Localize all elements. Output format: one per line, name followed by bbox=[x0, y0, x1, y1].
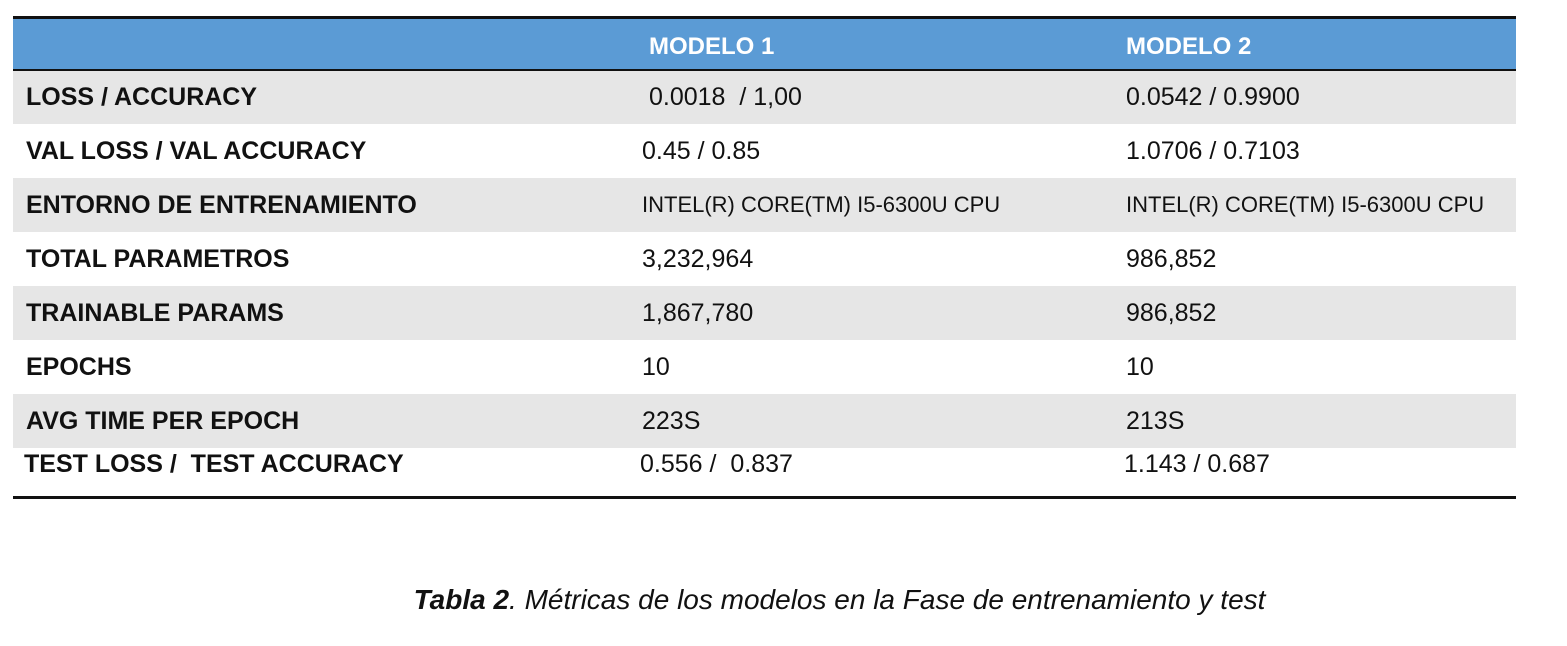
header-modelo-2: MODELO 2 bbox=[1121, 19, 1516, 71]
header-empty-cell bbox=[13, 19, 631, 71]
caption-label: Tabla 2 bbox=[413, 584, 510, 615]
table-row: TOTAL PARAMETROS 3,232,964 986,852 bbox=[13, 232, 1516, 286]
modelo-1-value: 10 bbox=[642, 352, 670, 381]
metrics-table: MODELO 1 MODELO 2 LOSS / ACCURACY 0.0018… bbox=[13, 19, 1516, 496]
table-header: MODELO 1 MODELO 2 bbox=[13, 19, 1516, 71]
table-row: VAL LOSS / VAL ACCURACY 0.45 / 0.85 1.07… bbox=[13, 124, 1516, 178]
modelo-2-value: 1.0706 / 0.7103 bbox=[1126, 136, 1300, 165]
row-label: AVG TIME PER EPOCH bbox=[26, 406, 300, 435]
table-row: AVG TIME PER EPOCH 223S 213S bbox=[13, 394, 1516, 448]
caption-text: . Métricas de los modelos en la Fase de … bbox=[509, 584, 1266, 615]
modelo-1-value: 1,867,780 bbox=[642, 298, 754, 327]
modelo-2-value: 0.0542 / 0.9900 bbox=[1126, 83, 1300, 111]
header-modelo-1: MODELO 1 bbox=[631, 19, 1121, 71]
table-caption: Tabla 2. Métricas de los modelos en la F… bbox=[0, 584, 1567, 616]
row-label: ENTORNO DE ENTRENAMIENTO bbox=[26, 190, 417, 219]
table-row: TRAINABLE PARAMS 1,867,780 986,852 bbox=[13, 286, 1516, 340]
modelo-1-value: 0.45 / 0.85 bbox=[642, 136, 761, 165]
modelo-2-value: INTEL(R) CORE(TM) I5-6300U CPU bbox=[1126, 192, 1485, 217]
table-row: ENTORNO DE ENTRENAMIENTO INTEL(R) CORE(T… bbox=[13, 178, 1516, 232]
table-row: LOSS / ACCURACY 0.0018 / 1,00 0.0542 / 0… bbox=[13, 70, 1516, 124]
row-label: LOSS / ACCURACY bbox=[26, 83, 258, 111]
row-label: TOTAL PARAMETROS bbox=[26, 244, 290, 273]
modelo-1-value: 223S bbox=[642, 406, 701, 435]
modelo-2-value: 10 bbox=[1126, 352, 1154, 381]
modelo-2-value: 213S bbox=[1126, 406, 1185, 435]
metrics-table-container: MODELO 1 MODELO 2 LOSS / ACCURACY 0.0018… bbox=[13, 16, 1516, 499]
table-row: TEST LOSS / TEST ACCURACY 0.556 / 0.837 … bbox=[13, 448, 1516, 496]
table-row: EPOCHS 10 10 bbox=[13, 340, 1516, 394]
row-label: TEST LOSS / TEST ACCURACY bbox=[24, 450, 404, 478]
row-label: EPOCHS bbox=[26, 352, 132, 381]
modelo-1-value: INTEL(R) CORE(TM) I5-6300U CPU bbox=[642, 192, 1001, 217]
modelo-2-value: 986,852 bbox=[1126, 298, 1217, 327]
row-label: TRAINABLE PARAMS bbox=[26, 298, 284, 327]
row-label: VAL LOSS / VAL ACCURACY bbox=[26, 136, 367, 165]
modelo-2-value: 1.143 / 0.687 bbox=[1124, 450, 1270, 478]
modelo-2-value: 986,852 bbox=[1126, 244, 1217, 273]
modelo-1-value: 0.0018 / 1,00 bbox=[649, 83, 802, 111]
table-body: LOSS / ACCURACY 0.0018 / 1,00 0.0542 / 0… bbox=[13, 70, 1516, 496]
modelo-1-value: 0.556 / 0.837 bbox=[640, 450, 793, 478]
header-row: MODELO 1 MODELO 2 bbox=[13, 19, 1516, 71]
modelo-1-value: 3,232,964 bbox=[642, 244, 754, 273]
